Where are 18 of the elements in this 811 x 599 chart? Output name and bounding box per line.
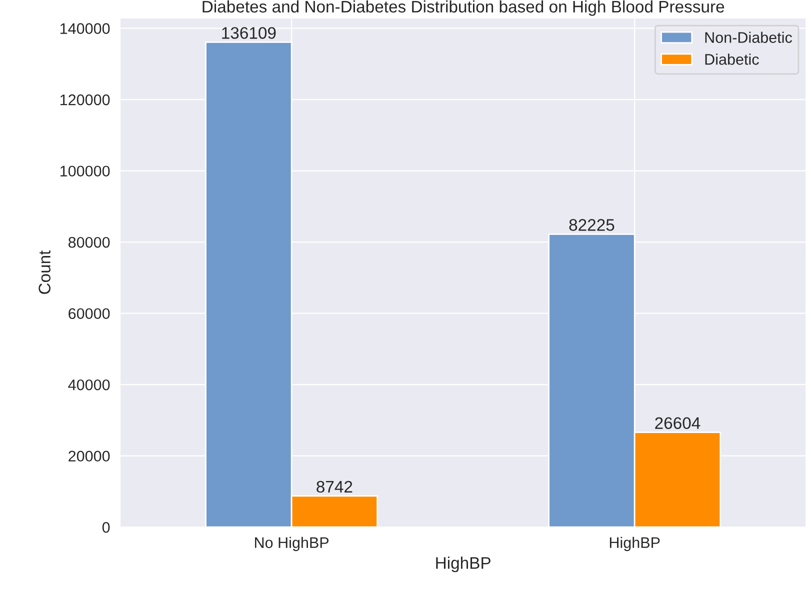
data-label: 8742 [316, 480, 352, 493]
y-axis-title: Count [38, 250, 50, 294]
data-label: 26604 [655, 417, 700, 430]
y-tick-label: 20000 [68, 450, 110, 462]
y-tick-label: 120000 [60, 94, 110, 106]
y-tick-label: 40000 [68, 379, 110, 390]
x-axis-title: HighBP [436, 556, 490, 572]
chart-title: Diabetes and Non-Diabetes Distribution based on High Blood Pressure [202, 0, 724, 16]
x-tick-label: No HighBP [255, 536, 329, 552]
data-label: 82225 [569, 219, 614, 231]
legend-label: Diabetic [705, 54, 759, 65]
y-tick-label: 0 [102, 522, 110, 533]
legend-label: Non-Diabetic [705, 32, 792, 43]
y-tick-label: 140000 [60, 23, 110, 34]
y-tick-label: 100000 [60, 166, 110, 177]
data-label: 136109 [222, 27, 276, 39]
y-tick-label: 80000 [68, 236, 110, 248]
y-tick-label: 60000 [68, 308, 110, 320]
